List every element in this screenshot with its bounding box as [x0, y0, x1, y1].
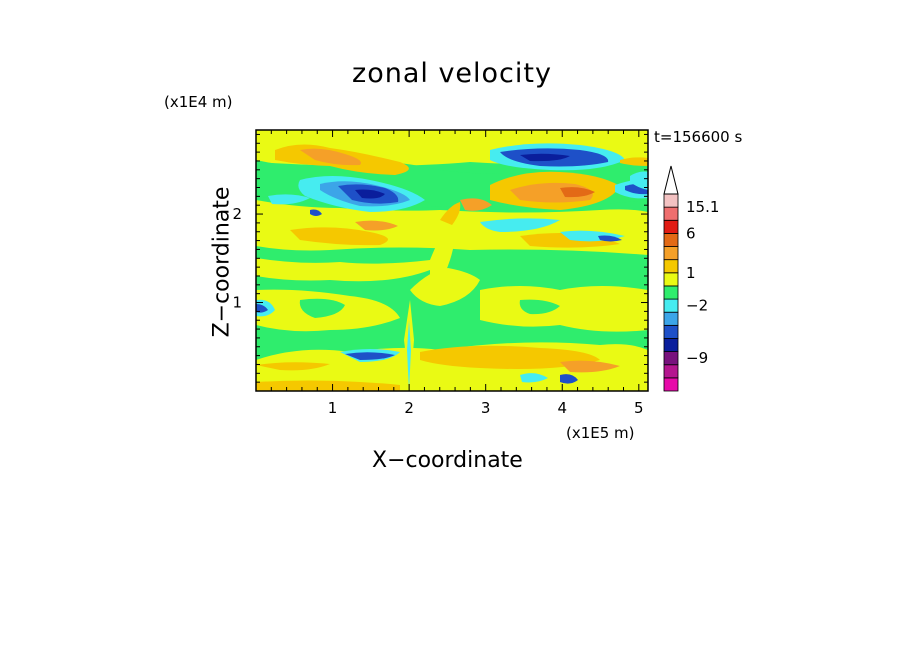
x-tick-label: 4 [557, 399, 567, 417]
y-tick-label: 1 [232, 294, 242, 312]
y-axis-multiplier: (x1E4 m) [164, 93, 233, 111]
x-axis-label: X−coordinate [372, 448, 523, 473]
colorbar-extend-arrow [663, 165, 679, 195]
chart-title: zonal velocity [352, 58, 552, 89]
colorbar-level [663, 272, 679, 287]
colorbar-label: −2 [686, 297, 708, 315]
x-axis-multiplier: (x1E5 m) [566, 424, 635, 442]
colorbar-level [663, 338, 679, 353]
colorbar-label: −9 [686, 349, 708, 367]
colorbar-level [663, 246, 679, 261]
plot-frame [255, 129, 649, 392]
colorbar: 15.1 6 1 −2 −9 [663, 165, 719, 392]
colorbar-level [663, 219, 679, 234]
colorbar-level [663, 285, 679, 300]
colorbar-level [663, 324, 679, 339]
colorbar-level [663, 377, 679, 392]
y-axis: 12 [232, 133, 648, 383]
colorbar-level [663, 351, 679, 366]
colorbar-level [663, 311, 679, 326]
time-annotation: t=156600 s [654, 128, 743, 146]
colorbar-level [663, 206, 679, 221]
y-tick-label: 2 [232, 205, 242, 223]
x-axis: 1 2 3 4 5 [270, 130, 644, 417]
colorbar-level [663, 364, 679, 379]
x-tick-label: 2 [404, 399, 414, 417]
contour-field [256, 130, 648, 391]
colorbar-level [663, 232, 679, 247]
colorbar-level [663, 259, 679, 274]
colorbar-label: 6 [686, 224, 696, 242]
colorbar-level [663, 193, 679, 208]
colorbar-label: 15.1 [686, 198, 719, 216]
colorbar-level [663, 298, 679, 313]
x-tick-label: 3 [481, 399, 491, 417]
colorbar-label: 1 [686, 264, 696, 282]
x-tick-label: 5 [634, 399, 644, 417]
x-tick-label: 1 [328, 399, 338, 417]
